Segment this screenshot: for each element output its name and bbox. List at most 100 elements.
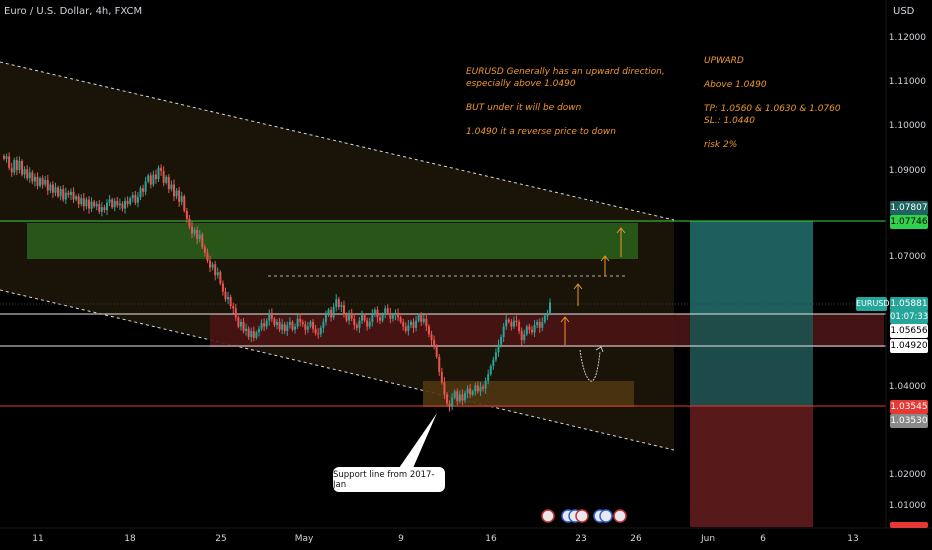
arrow-4[interactable] (616, 227, 626, 257)
candle-up (394, 312, 397, 316)
annotation-line: Above 1.0490 (704, 80, 767, 90)
candle-down (330, 309, 333, 318)
support-line-callout[interactable]: Support line from 2017-Jan (333, 467, 445, 492)
candle-up (75, 196, 78, 200)
candle-down (111, 199, 114, 208)
candle-up (471, 391, 474, 395)
candle-down (443, 382, 446, 395)
candle-down (134, 194, 137, 203)
candle-down (317, 333, 320, 335)
candle-down (77, 196, 80, 205)
candle-down (36, 176, 39, 186)
candle-up (106, 202, 109, 210)
ticker-badge: EURUSD (856, 297, 890, 311)
annotation-line: EURUSD Generally has an upward direction… (466, 67, 665, 77)
arrow-2[interactable] (573, 283, 583, 306)
candle-up (309, 321, 312, 327)
event-icon-4 (575, 509, 589, 523)
candle-down (283, 324, 286, 332)
candle-down (469, 388, 472, 395)
candle-down (229, 297, 232, 307)
candle-up (500, 336, 503, 345)
candle-down (420, 315, 423, 322)
x-tick-label: 16 (485, 534, 497, 544)
candle-down (8, 156, 11, 168)
candle-up (487, 374, 490, 381)
candle-down (149, 175, 152, 185)
candle-up (239, 321, 242, 327)
candle-up (265, 320, 268, 327)
candle-down (26, 169, 29, 179)
candle-down (461, 394, 464, 401)
candle-up (152, 174, 155, 185)
candle-down (376, 309, 379, 318)
candle-up (49, 184, 52, 191)
candle-down (520, 331, 523, 341)
candle-down (314, 328, 317, 334)
candle-down (142, 188, 145, 192)
candle-down (430, 334, 433, 341)
candle-down (386, 308, 389, 313)
candle-down (507, 319, 510, 322)
candle-up (332, 306, 335, 318)
candle-up (319, 327, 322, 335)
projection-curve-head (595, 346, 604, 353)
candle-down (224, 291, 227, 300)
candle-up (360, 315, 363, 321)
candle-down (116, 200, 119, 206)
right-annotation[interactable]: UPWARD Above 1.0490 TP: 1.0560 & 1.0630 … (704, 55, 841, 151)
candle-up (324, 315, 327, 322)
x-tick-label: 23 (575, 534, 586, 544)
candle-up (245, 328, 248, 332)
annotation-line: risk 2% (704, 140, 738, 150)
price-badge-1: 1.07807 (890, 201, 928, 215)
candle-up (296, 318, 299, 327)
channel-upper-line[interactable] (0, 61, 675, 221)
candle-up (136, 197, 139, 203)
x-tick-label: Jun (700, 534, 715, 544)
symbol-title[interactable]: Euro / U.S. Dollar, 4h, FXCM (4, 6, 143, 17)
candle-down (46, 180, 49, 191)
candle-down (219, 272, 222, 284)
candle-up (391, 315, 394, 319)
candle-down (482, 386, 485, 389)
x-tick-label: 18 (124, 534, 136, 544)
candle-down (353, 318, 356, 326)
channel-lower-line[interactable] (0, 289, 675, 451)
candle-up (497, 344, 500, 353)
position-loss-area[interactable] (690, 406, 813, 527)
candle-down (31, 172, 34, 182)
candle-down (345, 314, 348, 321)
candle-up (294, 326, 297, 330)
candle-up (464, 393, 467, 401)
candle-down (355, 325, 358, 328)
projection-curve[interactable] (579, 349, 601, 382)
candle-down (185, 210, 188, 220)
candle-up (255, 332, 258, 338)
candle-down (299, 318, 302, 322)
candle-up (80, 198, 83, 205)
arrow-1[interactable] (560, 316, 570, 345)
position-profit-area[interactable] (690, 221, 813, 314)
arrow-3[interactable] (600, 255, 610, 276)
left-annotation[interactable]: EURUSD Generally has an upward direction… (466, 66, 665, 138)
candle-up (18, 160, 21, 171)
candle-up (227, 297, 230, 300)
candle-up (525, 326, 528, 335)
y-tick-label: 1.09000 (889, 166, 926, 176)
candle-up (494, 352, 497, 360)
candle-up (54, 187, 57, 193)
price-badge-3: 1.05656 (890, 324, 928, 338)
candle-down (201, 234, 204, 248)
candle-down (273, 318, 276, 326)
candle-down (528, 326, 531, 330)
candle-down (252, 331, 255, 338)
candle-up (373, 309, 376, 315)
candle-down (98, 204, 101, 212)
event-icons[interactable] (541, 509, 627, 523)
position-entry-area[interactable] (690, 314, 813, 406)
green-zone[interactable] (27, 223, 638, 259)
candle-down (203, 247, 206, 253)
